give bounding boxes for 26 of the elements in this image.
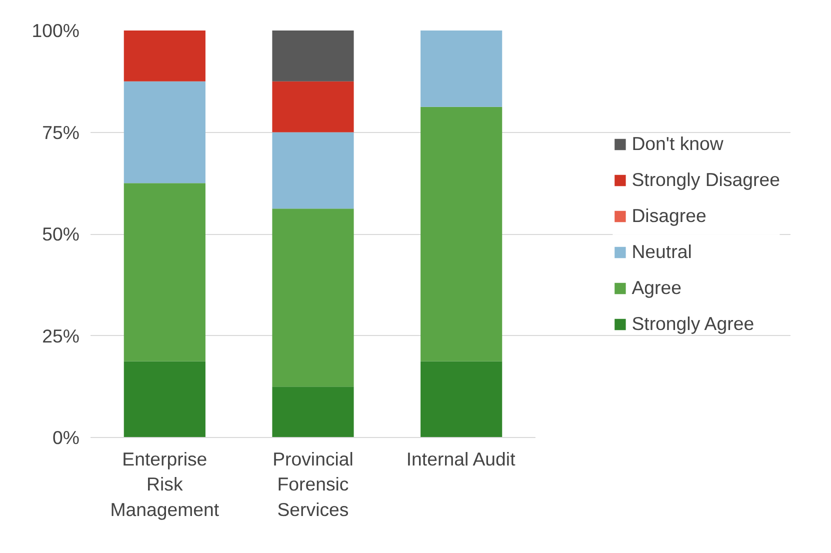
bar bbox=[420, 106, 502, 362]
bar bbox=[124, 30, 206, 82]
y-tick-label: 0% bbox=[52, 427, 80, 448]
y-tick-label: 75% bbox=[42, 122, 80, 143]
legend-label: Neutral bbox=[632, 240, 692, 262]
y-tick-label: 50% bbox=[42, 224, 80, 244]
legend-label: Don't know bbox=[632, 132, 724, 154]
y-tick-label: 100% bbox=[32, 20, 80, 41]
x-tick-label: Provincial Forensic Services bbox=[272, 448, 354, 520]
bar bbox=[272, 81, 354, 132]
x-tick-label: Internal Audit bbox=[406, 448, 516, 470]
legend-label: Agree bbox=[632, 276, 682, 298]
bar bbox=[124, 361, 206, 438]
legend-label: Strongly Disagree bbox=[632, 168, 780, 190]
bar bbox=[124, 81, 206, 184]
bar bbox=[272, 386, 354, 438]
y-tick-label: 25% bbox=[42, 325, 80, 346]
bar bbox=[124, 183, 206, 362]
legend-label: Disagree bbox=[632, 204, 706, 226]
bar bbox=[272, 132, 354, 209]
bar bbox=[272, 208, 354, 387]
bar bbox=[420, 30, 502, 107]
bar bbox=[420, 361, 502, 438]
bar bbox=[272, 30, 354, 82]
legend-label: Strongly Agree bbox=[632, 312, 754, 334]
x-tick-label: Enterprise Risk Management bbox=[110, 448, 220, 520]
